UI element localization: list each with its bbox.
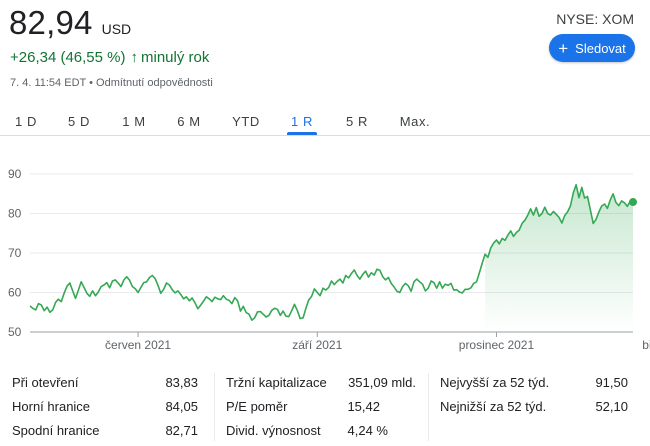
stats-column-divider [428, 373, 429, 441]
follow-button[interactable]: + Sledovat [549, 34, 635, 62]
stat-value: 15,42 [347, 399, 380, 414]
tab-5r[interactable]: 5 R [345, 114, 369, 129]
y-tick-label: 90 [8, 167, 22, 181]
change-value: +26,34 (46,55 %) [10, 49, 126, 66]
price-chart: 90 80 70 60 50 červen 2021 září 2021 prosinec 2… [8, 167, 650, 352]
arrow-up-icon: ↑ [130, 49, 139, 66]
last-price-point [629, 198, 637, 207]
stat-52w-low: Nejnižší za 52 týd. 52,10 [440, 397, 628, 417]
plus-icon: + [558, 38, 569, 58]
stat-pe-ratio: P/E poměr 15,42 [226, 397, 380, 417]
price-line [29, 183, 634, 321]
x-tick-label: červen 2021 [105, 338, 171, 352]
follow-button-label: Sledovat [575, 40, 626, 56]
stat-label: Horní hranice [12, 399, 91, 414]
stat-value: 82,71 [165, 423, 198, 438]
price-header: 82,94 USD [9, 4, 131, 42]
quote-timestamp: 7. 4. 11:54 EDT [10, 77, 87, 89]
x-tick-label: září 2021 [292, 338, 342, 352]
stat-low: Spodní hranice 82,71 [12, 421, 198, 441]
stats-column-divider [214, 373, 215, 441]
currency-code: USD [101, 21, 132, 37]
change-period: minulý rok [141, 49, 210, 66]
stat-52w-high: Nejvyšší za 52 týd. 91,50 [440, 373, 628, 393]
stat-label: Divid. výnosnost [226, 423, 321, 438]
tab-1r[interactable]: 1 R [290, 114, 314, 129]
price-area [485, 184, 633, 332]
tab-ytd[interactable]: YTD [232, 114, 260, 129]
x-tick-label: prosinec 2021 [459, 338, 535, 352]
ticker-symbol: NYSE: XOM [556, 11, 634, 27]
stat-value: 83,83 [165, 375, 198, 390]
stat-label: Při otevření [12, 375, 79, 390]
stat-value: 4,24 % [347, 423, 388, 438]
price-change: +26,34 (46,55 %) ↑ minulý rok [10, 49, 209, 66]
tab-1m[interactable]: 1 M [122, 114, 146, 129]
y-tick-label: 50 [8, 325, 22, 339]
active-tab-indicator [287, 132, 317, 135]
stat-value: 52,10 [595, 399, 628, 414]
stat-market-cap: Tržní kapitalizace 351,09 mld. [226, 373, 416, 393]
stat-open: Při otevření 83,83 [12, 373, 198, 393]
stat-dividend-yield: Divid. výnosnost 4,24 % [226, 421, 388, 441]
stat-label: Nejvyšší za 52 týd. [440, 375, 550, 390]
stat-label: Tržní kapitalizace [226, 375, 327, 390]
meta-separator: • [89, 77, 93, 89]
stat-value: 351,09 mld. [348, 375, 416, 390]
y-tick-label: 80 [8, 207, 22, 221]
quote-meta: 7. 4. 11:54 EDT • Odmítnutí odpovědnosti [10, 77, 213, 89]
tabs-divider [0, 135, 650, 136]
current-price: 82,94 [9, 4, 93, 41]
stat-label: Nejnižší za 52 týd. [440, 399, 547, 414]
y-tick-label: 60 [8, 286, 22, 300]
y-tick-label: 70 [8, 246, 22, 260]
tab-5d[interactable]: 5 D [67, 114, 91, 129]
tab-6m[interactable]: 6 M [177, 114, 201, 129]
tab-max[interactable]: Max. [399, 114, 431, 129]
disclaimer-link[interactable]: Odmítnutí odpovědnosti [96, 77, 213, 89]
stat-high: Horní hranice 84,05 [12, 397, 198, 417]
x-tick-label: březen 2022 [642, 338, 650, 352]
stat-value: 84,05 [165, 399, 198, 414]
stat-label: P/E poměr [226, 399, 288, 414]
stat-label: Spodní hranice [12, 423, 100, 438]
tab-1d[interactable]: 1 D [14, 114, 38, 129]
stat-value: 91,50 [595, 375, 628, 390]
